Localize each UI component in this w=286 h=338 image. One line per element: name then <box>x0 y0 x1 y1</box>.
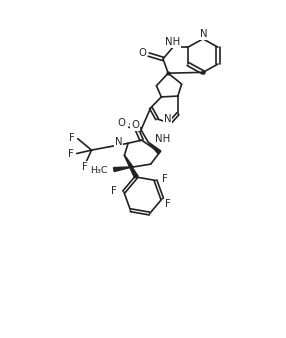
Text: H₃C: H₃C <box>91 166 108 175</box>
Text: F: F <box>111 186 117 196</box>
Text: F: F <box>162 174 168 184</box>
Text: F: F <box>69 132 75 143</box>
Text: NH: NH <box>155 134 170 144</box>
Text: F: F <box>82 162 88 172</box>
Text: F: F <box>165 199 171 209</box>
Text: O: O <box>118 118 126 128</box>
Text: F: F <box>68 149 74 159</box>
Text: NH: NH <box>165 37 180 47</box>
Text: O: O <box>138 48 146 58</box>
Text: N: N <box>115 137 122 147</box>
Text: N: N <box>164 114 172 124</box>
Polygon shape <box>114 167 133 172</box>
Text: N: N <box>200 29 207 39</box>
Polygon shape <box>148 142 161 154</box>
Text: O: O <box>131 120 139 130</box>
Polygon shape <box>124 155 138 178</box>
